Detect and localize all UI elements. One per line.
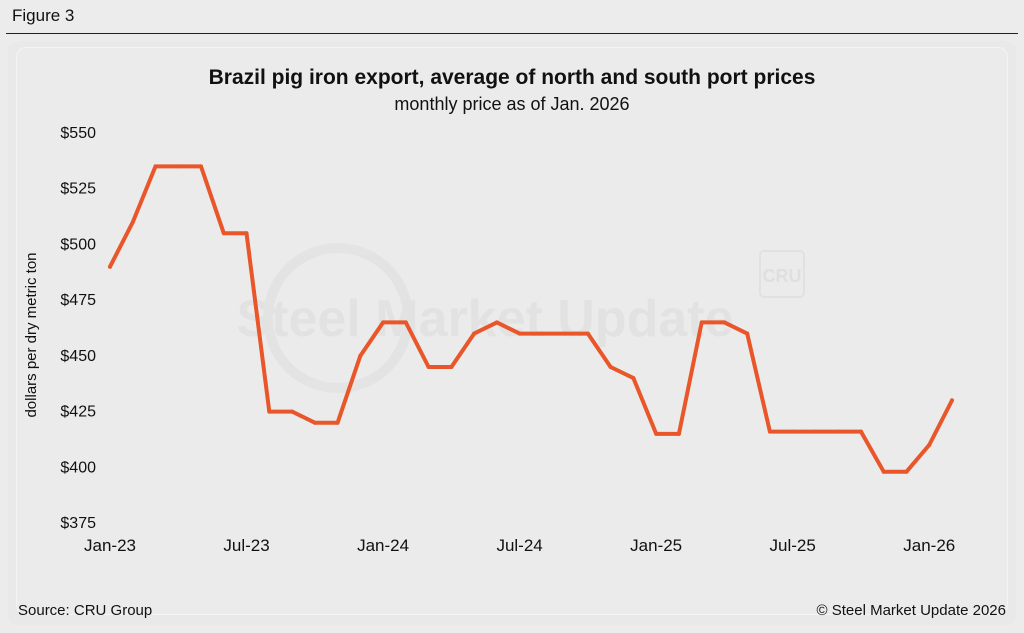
data-point <box>130 220 135 225</box>
data-point <box>494 320 499 325</box>
x-tick-label: Jan-23 <box>84 536 136 555</box>
data-point <box>199 164 203 169</box>
y-tick-label: $425 <box>60 404 96 421</box>
source-note: Source: CRU Group <box>18 602 153 619</box>
watermark-text: Steel Market Update <box>236 290 733 348</box>
x-tick-label: Jul-25 <box>770 536 816 555</box>
data-point <box>745 331 750 336</box>
x-tick-label: Jan-25 <box>630 536 682 555</box>
data-point <box>608 365 613 369</box>
data-point <box>654 431 659 436</box>
x-tick-label: Jul-23 <box>223 536 269 555</box>
watermark-logo-box <box>759 250 805 298</box>
y-tick-label: $550 <box>60 125 96 142</box>
data-point <box>244 231 249 236</box>
figure-label: Figure 3 <box>12 6 75 25</box>
x-tick-label: Jan-24 <box>357 536 409 555</box>
data-point <box>517 331 522 336</box>
data-point <box>472 331 477 336</box>
y-tick-label: $475 <box>60 292 96 309</box>
series-line <box>108 164 954 474</box>
chart-title: Brazil pig iron export, average of north… <box>209 66 816 89</box>
data-point <box>676 431 681 436</box>
data-point <box>290 409 295 414</box>
data-point <box>426 365 431 369</box>
watermark-ring-icon <box>263 243 413 393</box>
y-tick-label: $525 <box>60 181 96 198</box>
data-point <box>381 320 386 325</box>
data-point <box>267 409 272 414</box>
data-point <box>312 420 317 425</box>
data-point <box>836 429 841 434</box>
data-point <box>950 398 954 403</box>
data-point <box>563 331 568 336</box>
watermark-logo-text: CRU <box>763 266 802 286</box>
y-axis-ticks: $375 $400 $425 $450 $475 $500 $525 $550 <box>60 125 96 532</box>
data-point <box>790 429 795 434</box>
data-point <box>540 331 545 336</box>
data-point <box>335 420 340 425</box>
watermark: Steel Market Update CRU <box>236 243 805 393</box>
data-point <box>699 320 704 325</box>
data-point <box>767 429 772 434</box>
data-point <box>176 164 181 169</box>
y-tick-label: $450 <box>60 348 96 365</box>
data-point <box>403 320 408 325</box>
y-tick-label: $500 <box>60 236 96 253</box>
data-point <box>927 443 932 447</box>
data-point <box>813 429 818 434</box>
data-point <box>859 429 863 434</box>
data-point <box>631 376 636 381</box>
data-point <box>449 365 454 369</box>
figure-divider <box>6 33 1018 34</box>
x-tick-label: Jul-24 <box>496 536 542 555</box>
data-point <box>904 469 909 474</box>
y-tick-label: $400 <box>60 459 96 476</box>
y-tick-label: $375 <box>60 515 96 532</box>
series-layer <box>108 164 954 474</box>
data-point <box>153 164 158 169</box>
copyright-note: © Steel Market Update 2026 <box>816 602 1007 619</box>
data-point <box>722 320 727 325</box>
data-point <box>585 331 590 336</box>
data-point <box>358 353 363 358</box>
x-tick-label: Jan-26 <box>903 536 955 555</box>
data-point <box>881 469 886 474</box>
data-point <box>108 264 112 269</box>
data-point <box>221 231 226 236</box>
x-axis-ticks: Jan-23 Jul-23 Jan-24 Jul-24 Jan-25 Jul-25 Jan-… <box>84 536 955 555</box>
chart-subtitle: monthly price as of Jan. 2026 <box>394 94 629 114</box>
y-axis-label: dollars per dry metric ton <box>23 252 40 417</box>
